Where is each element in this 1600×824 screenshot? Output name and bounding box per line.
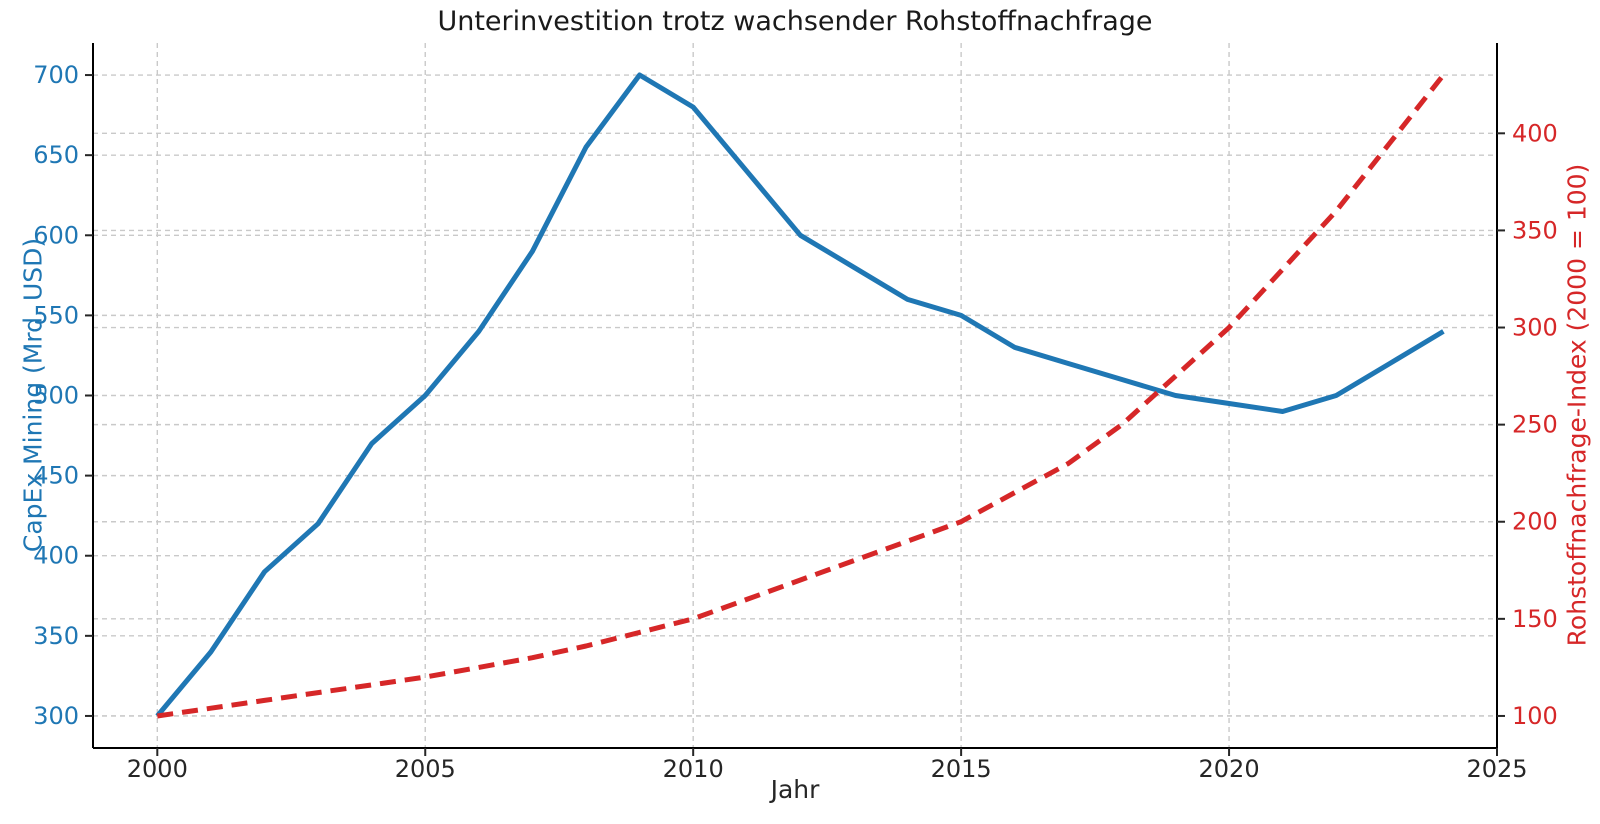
left-y-tick-label: 650 <box>33 141 79 169</box>
left-y-tick-label: 550 <box>33 301 79 329</box>
x-tick-label: 2000 <box>127 755 188 783</box>
right-y-tick-label: 100 <box>1512 702 1558 730</box>
right-y-tick-label: 250 <box>1512 411 1558 439</box>
x-tick-label: 2010 <box>663 755 724 783</box>
x-tick-label: 2025 <box>1466 755 1527 783</box>
series-line-capex <box>155 72 1445 718</box>
left-y-tick-label: 300 <box>33 702 79 730</box>
right-y-tick-label: 400 <box>1512 119 1558 147</box>
right-y-tick-label: 200 <box>1512 508 1558 536</box>
right-y-tick-label: 350 <box>1512 216 1558 244</box>
series-line-demand-index <box>156 73 1446 719</box>
x-axis-label: Jahr <box>770 775 820 804</box>
left-y-tick-label: 600 <box>33 221 79 249</box>
x-tick-label: 2020 <box>1199 755 1260 783</box>
x-tick-label: 2005 <box>395 755 456 783</box>
left-y-tick-label: 500 <box>33 382 79 410</box>
left-y-tick-label: 400 <box>33 542 79 570</box>
left-y-tick-label: 700 <box>33 61 79 89</box>
right-y-tick-label: 300 <box>1512 314 1558 342</box>
right-y-tick-label: 150 <box>1512 605 1558 633</box>
left-y-tick-label: 450 <box>33 462 79 490</box>
left-y-tick-label: 350 <box>33 622 79 650</box>
x-tick-label: 2015 <box>931 755 992 783</box>
chart-title: Unterinvestition trotz wachsender Rohsto… <box>437 6 1153 37</box>
